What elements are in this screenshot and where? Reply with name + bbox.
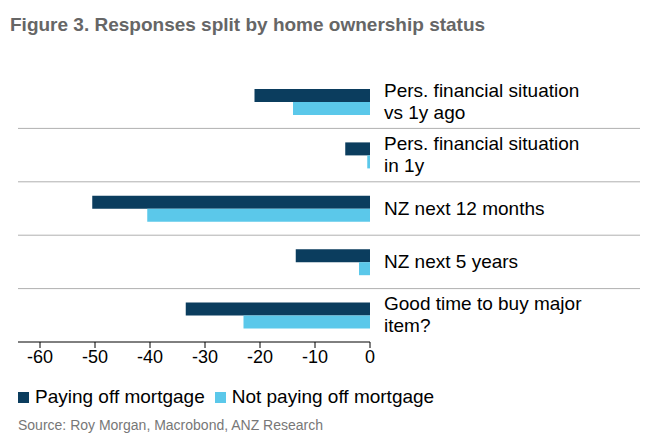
svg-text:-20: -20 (247, 347, 273, 367)
svg-text:Pers. financial situationin 1y: Pers. financial situationin 1y (384, 133, 579, 176)
svg-text:-30: -30 (192, 347, 218, 367)
svg-text:Pers. financial situationvs 1y: Pers. financial situationvs 1y ago (384, 80, 579, 123)
svg-text:-50: -50 (82, 347, 108, 367)
html-text:Figure 3. Responses split by h: Figure 3. Responses split by home owners… (10, 14, 486, 35)
svg-text:-10: -10 (302, 347, 328, 367)
html-text:Paying off mortgage: Paying off mortgage (35, 386, 205, 407)
html-text:Not paying off mortgage: Not paying off mortgage (231, 386, 435, 407)
svg-text:-60: -60 (27, 347, 53, 367)
html-text:Source: Roy Morgan, Macrobond,: Source: Roy Morgan, Macrobond, ANZ Resea… (18, 417, 323, 433)
svg-text:Good time to buy majoritem?: Good time to buy majoritem? (384, 293, 582, 336)
svg-text:NZ next 12 months: NZ next 12 months (384, 198, 545, 219)
svg-text:0: 0 (365, 347, 375, 367)
svg-text:NZ next 5 years: NZ next 5 years (384, 251, 518, 272)
svg-text:-40: -40 (137, 347, 163, 367)
